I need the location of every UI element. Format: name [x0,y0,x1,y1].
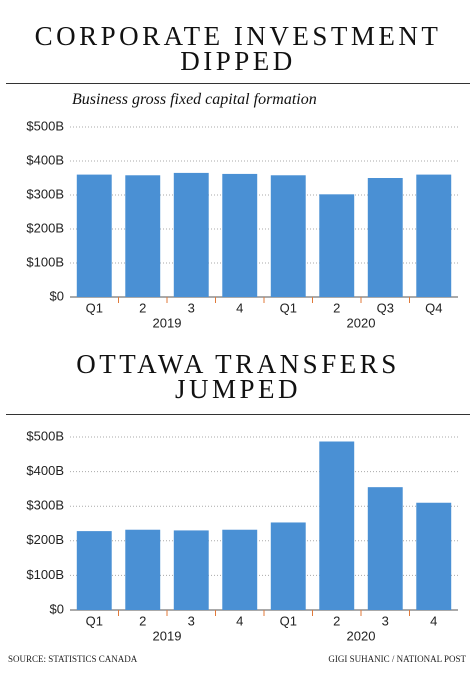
bar [416,502,452,610]
bar [76,531,112,610]
bar [173,530,209,610]
x-tick-label: Q3 [377,300,394,315]
x-tick-label: Q1 [280,300,297,315]
bar [416,174,452,297]
y-tick-label: $200B [26,532,64,547]
bar [222,173,258,297]
source: SOURCE: STATISTICS CANADA [8,654,138,664]
y-tick-label: $400B [26,463,64,478]
x-tick-label: 3 [188,613,195,628]
x-tick-label: 2 [139,613,146,628]
x-tick-label: 4 [236,613,243,628]
y-tick-label: $200B [26,220,64,235]
bar [222,529,258,610]
x-tick-label: Q4 [425,300,442,315]
y-tick-label: $0 [50,601,64,616]
x-tick-label: 2 [139,300,146,315]
chart-subtitle: Business gross fixed capital formation [72,91,317,108]
rule [6,414,470,415]
y-tick-label: $500B [26,428,64,443]
bar [367,178,403,297]
bar [367,487,403,610]
bar [270,522,306,610]
y-tick-label: $100B [26,567,64,582]
y-tick-label: $0 [50,288,64,303]
x-tick-label: Q1 [280,613,297,628]
bar [173,172,209,297]
y-tick-label: $500B [26,118,64,133]
x-tick-label: 3 [382,613,389,628]
year-label: 2019 [153,315,182,330]
chart-title: CORPORATE INVESTMENT DIPPED [34,21,442,76]
y-tick-label: $300B [26,186,64,201]
x-tick-label: 4 [236,300,243,315]
bar [319,194,355,297]
y-tick-label: $100B [26,254,64,269]
x-tick-label: Q1 [86,300,103,315]
x-tick-label: 2 [333,300,340,315]
year-label: 2020 [347,315,376,330]
bar [125,529,161,610]
y-tick-label: $300B [26,498,64,513]
bar [76,174,112,297]
x-tick-label: 2 [333,613,340,628]
x-tick-label: 3 [188,300,195,315]
y-tick-label: $400B [26,152,64,167]
rule [6,83,470,84]
x-tick-label: Q1 [86,613,103,628]
credit: GIGI SUHANIC / NATIONAL POST [328,654,466,664]
bar [125,175,161,297]
bar [270,175,306,297]
year-label: 2020 [347,628,376,643]
x-tick-label: 4 [430,613,437,628]
chart-title: OTTAWA TRANSFERS JUMPED [76,349,400,404]
bar [319,441,355,610]
year-label: 2019 [153,628,182,643]
